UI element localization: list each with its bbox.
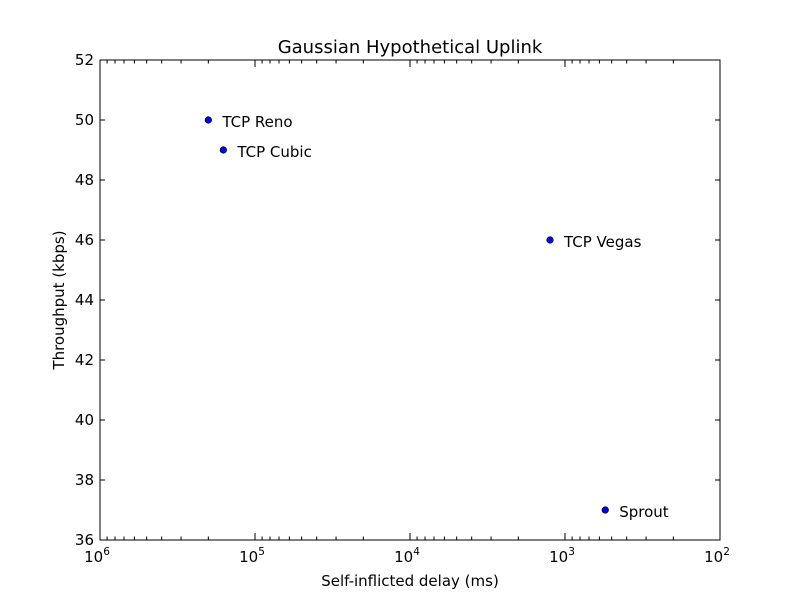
point-label-tcp-vegas: TCP Vegas	[563, 233, 642, 251]
y-tick-label: 40	[75, 411, 94, 429]
y-axis-label: Throughput (kbps)	[50, 230, 68, 370]
y-tick-label: 42	[75, 351, 94, 369]
x-tick-base: 10	[704, 548, 723, 566]
point-sprout	[601, 506, 609, 514]
plot-frame	[99, 59, 721, 541]
x-axis-label: Self-inflicted delay (ms)	[321, 572, 499, 590]
point-label-tcp-cubic: TCP Cubic	[236, 143, 311, 161]
y-tick-label: 50	[75, 111, 94, 129]
x-tick-exponent: 5	[258, 546, 265, 558]
point-label-tcp-reno: TCP Reno	[221, 113, 292, 131]
point-tcp-reno	[204, 116, 212, 124]
data-points: TCP Reno TCP Cubic TCP Vegas Sprout	[204, 113, 669, 521]
x-tick-base: 10	[549, 548, 568, 566]
x-tick-label: 104	[394, 546, 420, 566]
x-tick-label: 106	[84, 546, 110, 566]
point-label-sprout: Sprout	[619, 503, 669, 521]
chart-title: Gaussian Hypothetical Uplink	[278, 37, 543, 58]
y-tick-label: 46	[75, 231, 94, 249]
x-tick-label: 102	[704, 546, 730, 566]
x-tick-base: 10	[84, 548, 103, 566]
point-tcp-vegas	[546, 236, 554, 244]
x-tick-label: 103	[549, 546, 575, 566]
y-tick-label: 48	[75, 171, 94, 189]
x-tick-label: 105	[239, 546, 265, 566]
point-tcp-cubic	[219, 146, 227, 154]
y-tick-label: 38	[75, 471, 94, 489]
x-tick-exponent: 4	[413, 546, 420, 558]
x-tick-exponent: 6	[103, 546, 110, 558]
x-tick-base: 10	[394, 548, 413, 566]
y-tick-label: 36	[75, 531, 94, 549]
y-tick-label: 52	[75, 51, 94, 69]
x-tick-exponent: 3	[568, 546, 575, 558]
x-tick-exponent: 2	[723, 546, 730, 558]
y-tick-label: 44	[75, 291, 94, 309]
x-tick-base: 10	[239, 548, 258, 566]
